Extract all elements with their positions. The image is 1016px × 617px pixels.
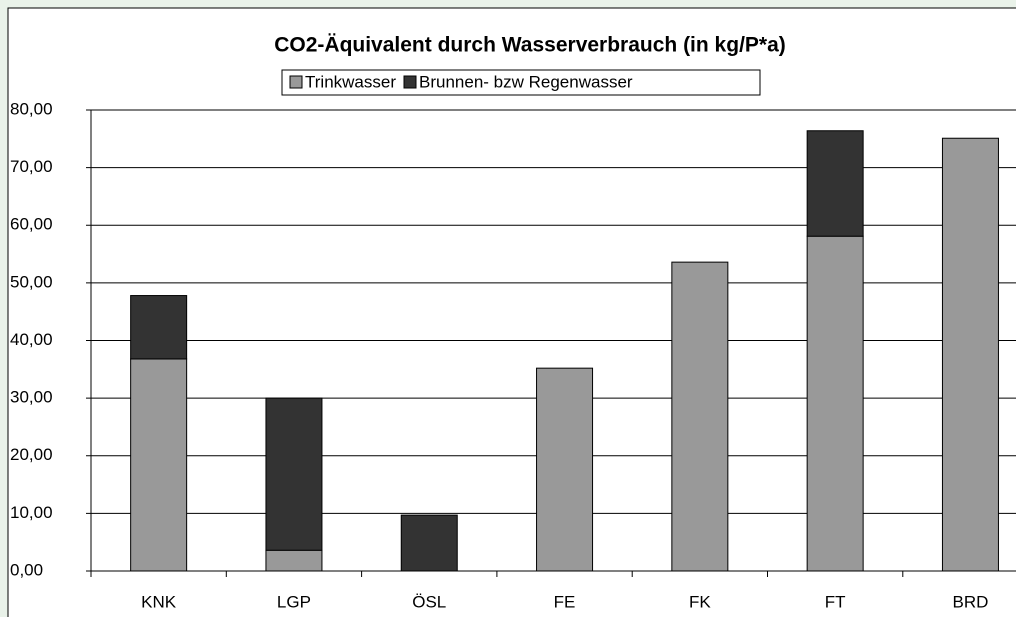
legend-swatch <box>403 75 417 89</box>
bar-segment <box>536 367 594 572</box>
y-tick-label: 20,00 <box>10 445 53 464</box>
legend-label: Brunnen- bzw Regenwasser <box>419 72 633 91</box>
bar-segment <box>806 130 864 237</box>
legend-label: Trinkwasser <box>305 72 396 91</box>
y-tick-label: 50,00 <box>10 272 53 291</box>
x-tick-label: LGP <box>277 592 311 611</box>
y-tick-label: 70,00 <box>10 157 53 176</box>
legend-swatch <box>289 75 303 89</box>
bar-segment <box>265 549 323 572</box>
bar-segment <box>941 137 999 572</box>
y-tick-label: 0,00 <box>10 560 43 579</box>
bar-segment <box>130 358 188 572</box>
y-tick-label: 60,00 <box>10 215 53 234</box>
bar-segment <box>265 397 323 551</box>
legend-box <box>281 69 761 96</box>
x-tick-label: FE <box>554 592 576 611</box>
chart-title: CO2-Äquivalent durch Wasserverbrauch (in… <box>274 34 786 57</box>
bar-segment <box>806 235 864 572</box>
y-tick-label: 10,00 <box>10 503 53 522</box>
bar-segment <box>400 514 458 572</box>
x-tick-label: ÖSL <box>412 592 446 611</box>
x-tick-label: BRD <box>952 592 988 611</box>
bar-segment <box>671 261 729 572</box>
y-tick-label: 40,00 <box>10 330 53 349</box>
y-tick-label: 80,00 <box>10 99 53 118</box>
x-tick-label: FK <box>689 592 711 611</box>
x-tick-label: FT <box>825 592 846 611</box>
x-tick-label: KNK <box>141 592 177 611</box>
y-tick-label: 30,00 <box>10 388 53 407</box>
bar-segment <box>130 295 188 360</box>
